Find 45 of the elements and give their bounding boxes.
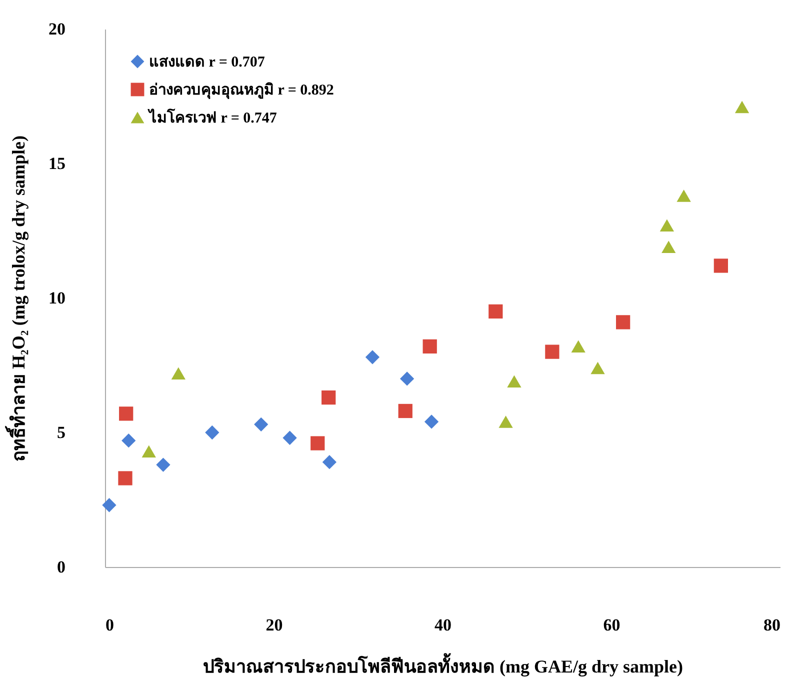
point [310, 436, 325, 450]
point [498, 416, 513, 428]
y-tick-label: 0 [57, 558, 66, 576]
x-tick-label: 40 [434, 616, 452, 634]
legend-label: แสงแดด r = 0.707 [149, 54, 266, 70]
point [662, 240, 676, 254]
y-tick-label: 10 [48, 288, 66, 308]
point [545, 344, 560, 359]
legend-label: อ่างควบคุมอุณหภูมิ r = 0.892 [149, 80, 334, 100]
point [660, 219, 674, 232]
y-tick-label: 5 [57, 423, 66, 442]
point [102, 498, 116, 512]
point [282, 430, 297, 445]
point [171, 367, 186, 380]
point [422, 339, 437, 354]
point [156, 458, 170, 472]
x-axis-title: ปริมาณสารประกอบโพลีฟีนอลทั้งหมด (mg GAE/g dry sample) [203, 652, 683, 676]
point [254, 417, 268, 432]
point [616, 315, 630, 330]
point [322, 455, 337, 470]
point [398, 404, 412, 418]
point [400, 372, 414, 386]
point [488, 304, 503, 319]
point [122, 434, 136, 448]
x-tick-label: 0 [106, 616, 114, 634]
point [676, 190, 691, 202]
point [590, 362, 605, 374]
point [205, 425, 220, 440]
point [118, 471, 132, 486]
point [365, 350, 380, 364]
y-tick-label: 15 [48, 154, 66, 173]
point [142, 445, 156, 458]
legend-label: ไมโครเวฟ r = 0.747 [147, 108, 278, 126]
x-tick-label: 60 [603, 616, 620, 634]
point [714, 258, 728, 273]
x-tick-label: 20 [266, 616, 283, 634]
y-axis-title: ฤทธิ์ทำลาย H₂O₂ (mg trolox/g dry sample) [4, 136, 28, 462]
x-tick-label: 80 [764, 616, 780, 634]
y-tick-label: 20 [48, 20, 66, 38]
point [734, 100, 750, 114]
point [424, 414, 439, 429]
point [119, 406, 134, 421]
point [507, 375, 522, 388]
point [571, 340, 586, 353]
point [322, 390, 336, 405]
